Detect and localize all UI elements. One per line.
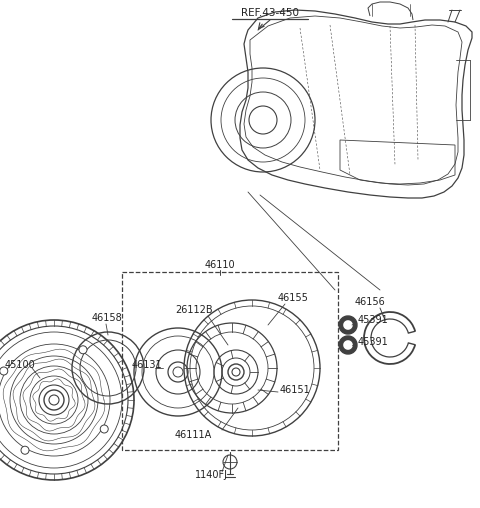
Text: 1140FJ: 1140FJ — [195, 470, 228, 480]
Text: 46155: 46155 — [278, 293, 309, 303]
Circle shape — [0, 367, 8, 375]
Bar — [122, 272, 338, 450]
Text: 46110: 46110 — [204, 260, 235, 270]
Text: 45391: 45391 — [358, 315, 389, 325]
Text: REF.43-450: REF.43-450 — [241, 8, 299, 18]
Text: 46158: 46158 — [92, 313, 123, 323]
Text: 26112B: 26112B — [175, 305, 213, 315]
Circle shape — [21, 446, 29, 454]
Text: 46156: 46156 — [355, 297, 385, 307]
Text: 46131: 46131 — [132, 360, 163, 370]
Text: 45391: 45391 — [358, 337, 389, 347]
Wedge shape — [339, 316, 357, 334]
Text: 46111A: 46111A — [175, 430, 212, 440]
Circle shape — [79, 346, 87, 354]
Circle shape — [100, 425, 108, 433]
Text: 45100: 45100 — [5, 360, 36, 370]
Text: 46151: 46151 — [280, 385, 311, 395]
Wedge shape — [339, 336, 357, 354]
